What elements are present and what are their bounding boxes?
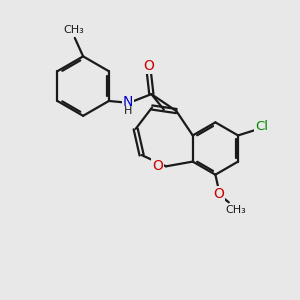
Text: CH₃: CH₃ — [225, 205, 246, 215]
Text: O: O — [213, 187, 224, 201]
Text: N: N — [123, 95, 134, 110]
Text: O: O — [144, 59, 154, 73]
Text: H: H — [124, 106, 133, 116]
Text: CH₃: CH₃ — [63, 25, 84, 34]
Text: Cl: Cl — [255, 120, 268, 133]
Text: O: O — [152, 159, 163, 173]
